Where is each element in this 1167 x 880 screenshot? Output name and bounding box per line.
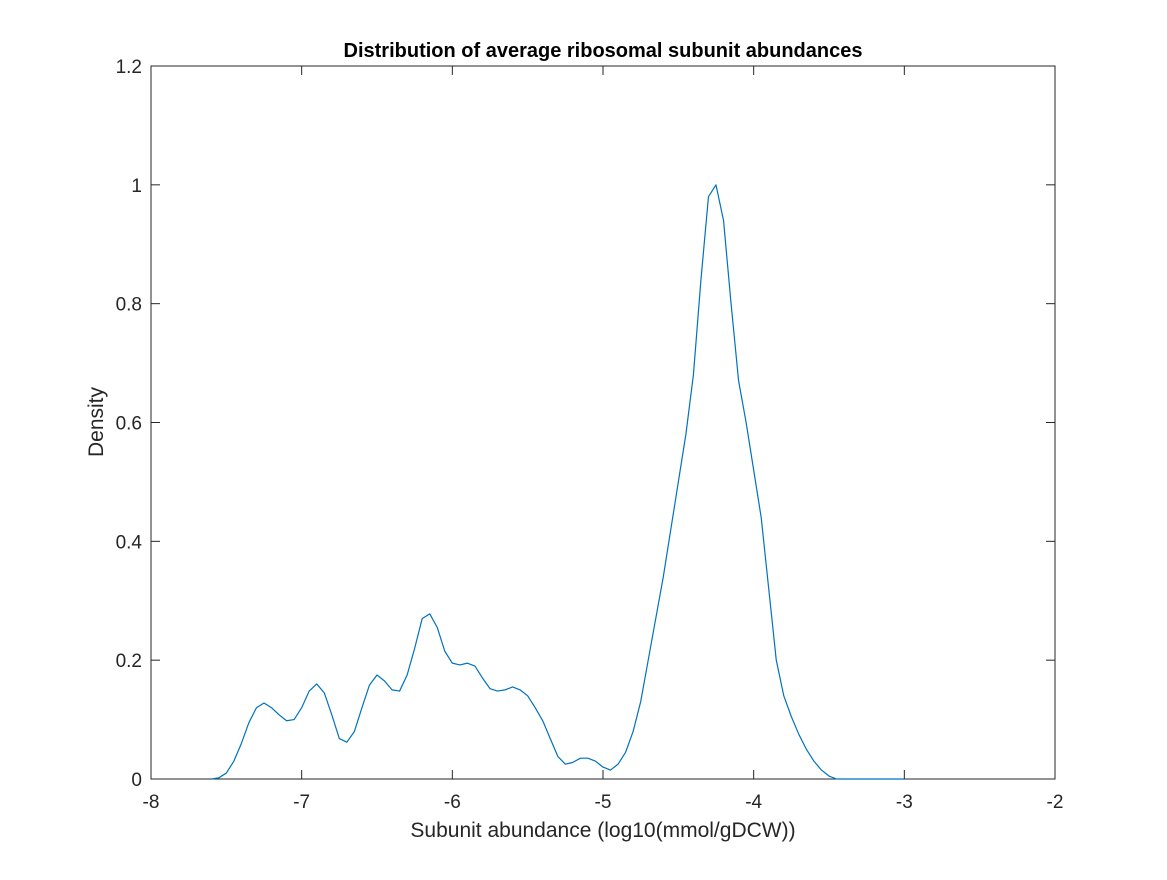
- x-tick-label: -2: [1047, 792, 1064, 813]
- x-tick-label: -6: [444, 792, 461, 813]
- y-axis-label: Density: [85, 386, 108, 457]
- x-tick-label: -3: [896, 792, 913, 813]
- y-tick-label: 0.4: [116, 532, 143, 553]
- chart-title: Distribution of average ribosomal subuni…: [344, 40, 863, 62]
- y-tick-label: 1.2: [116, 57, 142, 78]
- x-tick-label: -8: [143, 792, 160, 813]
- x-tick-label: -5: [595, 792, 612, 813]
- y-tick-label: 0.6: [116, 414, 142, 435]
- y-tick-label: 0.2: [116, 651, 142, 672]
- x-axis-label: Subunit abundance (log10(mmol/gDCW)): [410, 819, 795, 842]
- x-tick-label: -7: [293, 792, 310, 813]
- y-tick-label: 0.8: [116, 295, 142, 316]
- x-tick-label: -4: [745, 792, 762, 813]
- y-tick-label: 1: [131, 176, 142, 197]
- plot-area: -8 -7 -6 -5 -4 -3 -2 0 0.2 0.4 0.6 0.8 1 1.2: [116, 57, 1064, 813]
- density-curve: [211, 184, 905, 780]
- y-tick-label: 0: [131, 770, 142, 791]
